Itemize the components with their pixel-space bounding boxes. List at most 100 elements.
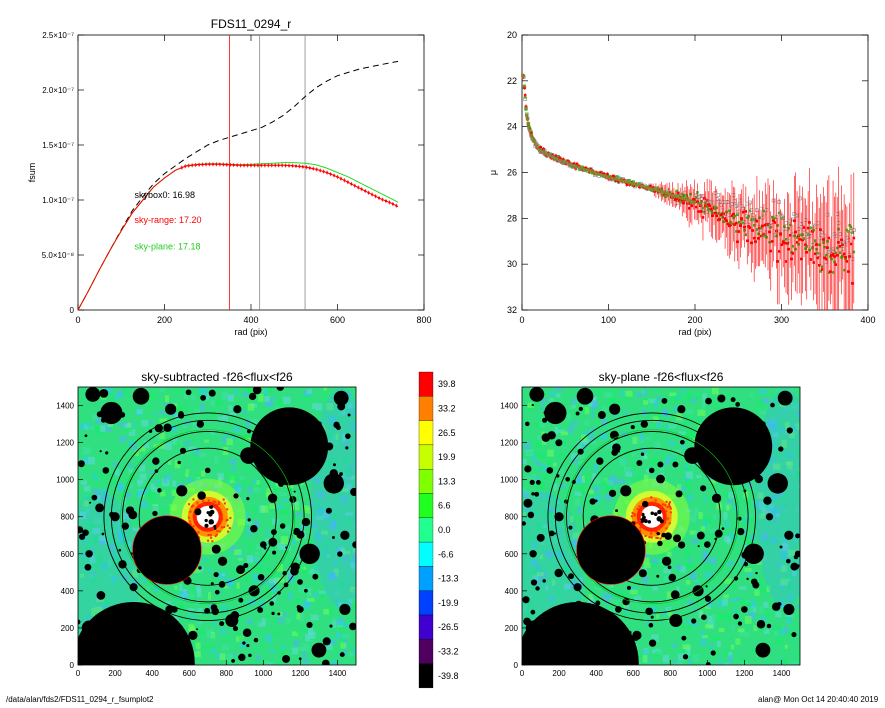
noise <box>690 514 696 523</box>
noise <box>636 521 639 524</box>
noise <box>572 532 580 539</box>
noise <box>291 647 299 655</box>
noise <box>607 401 612 408</box>
noise <box>665 500 668 503</box>
noise <box>252 506 258 512</box>
star-mask <box>214 589 220 595</box>
noise <box>91 607 96 616</box>
profile-point-range <box>830 254 833 257</box>
star-mask <box>84 624 92 632</box>
data-point <box>208 163 211 166</box>
noise <box>285 606 290 612</box>
aperture-ring <box>103 412 312 621</box>
star-mask <box>568 573 574 580</box>
noise <box>306 389 312 394</box>
noise <box>536 580 543 585</box>
noise <box>540 397 547 404</box>
star-mask <box>204 607 211 614</box>
noise <box>745 663 751 665</box>
noise <box>155 479 160 485</box>
noise <box>709 529 716 534</box>
noise <box>684 479 693 483</box>
noise <box>92 537 98 544</box>
y-tick-label: 1200 <box>500 439 518 448</box>
noise <box>321 530 329 535</box>
data-point <box>381 198 384 201</box>
x-axis-label: rad (pix) <box>234 327 267 337</box>
noise <box>249 480 254 489</box>
noise <box>571 398 577 403</box>
noise <box>631 418 635 424</box>
star-mask <box>596 457 604 465</box>
noise <box>272 518 279 526</box>
noise <box>265 528 270 537</box>
noise <box>188 446 196 451</box>
noise <box>253 487 261 492</box>
noise <box>759 388 767 395</box>
profile-point-plane <box>628 178 631 182</box>
noise <box>777 562 783 569</box>
noise <box>85 508 91 515</box>
noise <box>91 562 98 567</box>
colorbar-swatch <box>418 590 434 616</box>
profile-point-range <box>743 225 746 229</box>
noise <box>724 578 732 584</box>
star-mask <box>784 530 794 540</box>
star-mask <box>569 632 572 635</box>
noise <box>780 578 788 586</box>
star-mask <box>345 433 351 439</box>
noise <box>340 642 347 649</box>
noise <box>331 458 339 464</box>
star-mask <box>331 536 335 540</box>
noise <box>87 456 95 465</box>
noise <box>711 387 719 395</box>
x-tick-label: 800 <box>220 669 234 678</box>
star-mask <box>548 530 555 537</box>
noise <box>654 442 661 450</box>
image-frame <box>521 386 801 666</box>
noise <box>590 434 594 442</box>
noise <box>577 464 583 469</box>
noise <box>127 541 132 548</box>
profile-point-range <box>772 219 775 223</box>
star-mask <box>270 529 277 535</box>
noise <box>744 616 752 624</box>
x-tick-label: 200 <box>552 669 566 678</box>
star-mask <box>132 387 150 405</box>
noise <box>739 598 746 605</box>
noise <box>662 654 670 663</box>
noise <box>208 504 211 507</box>
noise <box>114 541 119 550</box>
noise <box>525 529 532 536</box>
noise <box>648 536 651 539</box>
star-mask <box>176 625 184 632</box>
noise <box>150 483 155 489</box>
noise <box>760 586 765 593</box>
star-mask <box>544 401 567 425</box>
noise <box>255 522 261 528</box>
data-point <box>339 177 342 180</box>
x-tick-label: 1000 <box>254 669 272 678</box>
noise <box>792 425 797 430</box>
noise <box>549 520 553 524</box>
noise <box>236 483 242 492</box>
star-mask <box>204 467 211 474</box>
y-tick-label: 800 <box>61 513 75 522</box>
noise <box>650 532 653 535</box>
noise <box>242 480 246 487</box>
star-mask <box>250 524 258 533</box>
star-mask <box>196 628 199 631</box>
noise <box>350 424 356 431</box>
noise <box>701 635 709 639</box>
star-mask <box>741 551 749 559</box>
noise <box>651 501 654 504</box>
noise <box>766 579 771 587</box>
noise <box>189 510 192 513</box>
noise <box>631 451 635 458</box>
noise <box>652 638 658 643</box>
star-mask <box>705 662 711 665</box>
noise <box>258 584 264 588</box>
noise <box>159 418 168 423</box>
noise <box>547 506 555 513</box>
noise <box>716 640 721 647</box>
